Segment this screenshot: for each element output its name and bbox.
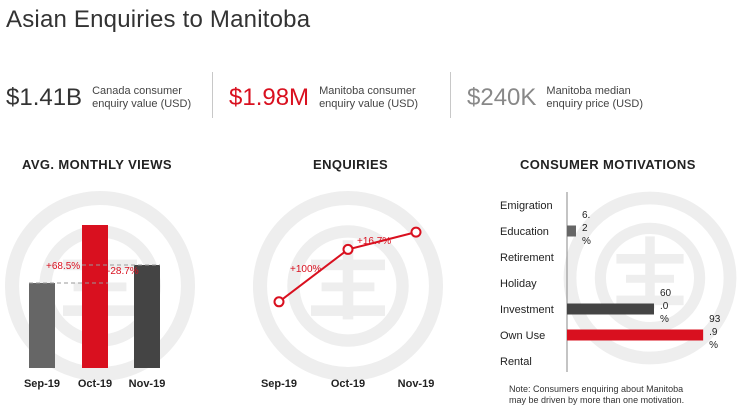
- chart-title-enquiries: ENQUIRIES: [313, 157, 389, 172]
- x-tick-label: Sep-19: [261, 378, 297, 390]
- bar: [567, 225, 576, 237]
- value-label: .9: [709, 327, 718, 338]
- data-point: [410, 226, 422, 238]
- enquiries-chart: Sep-19 Oct-19 Nov-19 +100% +16.7%: [252, 190, 444, 390]
- value-label: 60: [660, 288, 672, 299]
- stat-label: Manitoba consumer enquiry value (USD): [319, 85, 419, 110]
- change-label: -28.7%: [107, 266, 139, 277]
- x-tick-label: Nov-19: [129, 378, 166, 390]
- change-label: +100%: [290, 264, 322, 275]
- category-label: Rental: [500, 356, 532, 368]
- stat-label: Canada consumer enquiry value (USD): [92, 85, 192, 110]
- category-label: Holiday: [500, 278, 537, 290]
- data-point: [273, 296, 285, 308]
- stat-value: $1.41B: [6, 84, 83, 111]
- value-label: %: [582, 236, 591, 247]
- value-label: 93: [709, 314, 721, 325]
- x-tick-label: Sep-19: [24, 378, 60, 390]
- category-label: Education: [500, 226, 549, 238]
- change-label: +16.7%: [357, 236, 391, 247]
- divider: [450, 72, 451, 118]
- x-tick-label: Oct-19: [78, 378, 112, 390]
- chart-title-consumer-motivations: CONSUMER MOTIVATIONS: [520, 157, 696, 172]
- stat-value: $1.98M: [229, 84, 310, 111]
- monthly-views-chart: Sep-19 Oct-19 Nov-19 +68.5% -28.7%: [4, 190, 196, 390]
- stat-label: Manitoba median enquiry price (USD): [546, 85, 643, 110]
- watermark-logo-icon: [563, 191, 737, 365]
- value-label: %: [660, 314, 669, 325]
- stat-value: $240K: [467, 84, 537, 111]
- bar: [134, 265, 160, 368]
- data-point: [342, 243, 354, 255]
- page-title: Asian Enquiries to Manitoba: [6, 6, 311, 33]
- category-label: Emigration: [500, 200, 553, 212]
- bar: [567, 329, 704, 341]
- value-label: %: [709, 340, 718, 351]
- bar: [82, 225, 108, 368]
- stat-manitoba-enquiry-value: $1.98M Manitoba consumer enquiry value (…: [229, 78, 418, 118]
- footnote: Note: Consumers enquiring about Manitoba…: [509, 384, 685, 405]
- category-label: Retirement: [500, 252, 554, 264]
- bar: [567, 303, 654, 315]
- divider: [212, 72, 213, 118]
- change-label: +68.5%: [46, 261, 80, 272]
- x-tick-label: Nov-19: [398, 378, 435, 390]
- category-label: Investment: [500, 304, 554, 316]
- watermark-logo-icon: [252, 190, 444, 382]
- chart-title-monthly-views: AVG. MONTHLY VIEWS: [22, 157, 172, 172]
- x-tick-label: Oct-19: [331, 378, 365, 390]
- category-label: Own Use: [500, 330, 545, 342]
- value-label: .0: [660, 301, 669, 312]
- stat-manitoba-median-price: $240K Manitoba median enquiry price (USD…: [467, 78, 643, 118]
- value-label: 2: [582, 223, 588, 234]
- consumer-motivations-chart: Emigration Education 6. 2% Retirement Holiday…: [500, 191, 737, 372]
- value-label: 6.: [582, 210, 590, 221]
- bar: [29, 283, 55, 368]
- stat-canada-enquiry-value: $1.41B Canada consumer enquiry value (US…: [6, 78, 191, 118]
